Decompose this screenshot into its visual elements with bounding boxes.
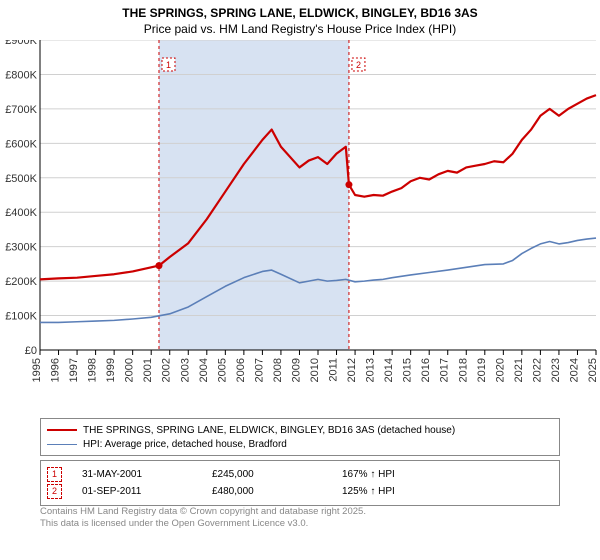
svg-text:2013: 2013 (365, 358, 377, 382)
chart-container: THE SPRINGS, SPRING LANE, ELDWICK, BINGL… (0, 0, 600, 560)
svg-text:2021: 2021 (513, 358, 525, 382)
svg-text:£100K: £100K (5, 311, 37, 323)
footer-line: This data is licensed under the Open Gov… (40, 518, 560, 530)
legend-swatch-icon (47, 444, 77, 445)
svg-text:1999: 1999 (105, 358, 117, 382)
svg-text:1995: 1995 (31, 358, 43, 382)
legend-label: HPI: Average price, detached house, Brad… (83, 439, 287, 450)
svg-text:2007: 2007 (253, 358, 265, 382)
svg-text:2006: 2006 (235, 358, 247, 382)
chart-svg: £0 £100K £200K £300K £400K £500K £600K £700K £80… (0, 40, 600, 410)
svg-text:2023: 2023 (550, 358, 562, 382)
legend-item: HPI: Average price, detached house, Brad… (47, 437, 553, 451)
svg-text:£900K: £900K (5, 40, 37, 47)
svg-text:2000: 2000 (124, 358, 136, 382)
svg-text:2009: 2009 (290, 358, 302, 382)
legend-item: THE SPRINGS, SPRING LANE, ELDWICK, BINGL… (47, 423, 553, 437)
svg-text:£700K: £700K (5, 104, 37, 116)
transaction-price: £245,000 (212, 469, 342, 480)
legend-swatch-icon (47, 429, 77, 431)
transaction-date: 01-SEP-2011 (82, 486, 212, 497)
svg-text:2004: 2004 (198, 358, 210, 382)
transaction-pct: 167% ↑ HPI (342, 469, 472, 480)
svg-text:2019: 2019 (476, 358, 488, 382)
svg-text:2020: 2020 (494, 358, 506, 382)
transaction-index-icon: 1 (47, 467, 62, 482)
svg-text:2018: 2018 (457, 358, 469, 382)
svg-text:2011: 2011 (328, 358, 340, 382)
svg-text:£0: £0 (25, 345, 37, 357)
svg-text:£500K: £500K (5, 173, 37, 185)
svg-text:£600K: £600K (5, 138, 37, 150)
footer-line: Contains HM Land Registry data © Crown c… (40, 506, 560, 518)
svg-text:2015: 2015 (402, 358, 414, 382)
svg-text:2003: 2003 (179, 358, 191, 382)
svg-text:£800K: £800K (5, 69, 37, 81)
legend-box: THE SPRINGS, SPRING LANE, ELDWICK, BINGL… (40, 418, 560, 456)
svg-text:1997: 1997 (68, 358, 80, 382)
svg-text:£400K: £400K (5, 207, 37, 219)
transaction-pct: 125% ↑ HPI (342, 486, 472, 497)
svg-text:2008: 2008 (272, 358, 284, 382)
transaction-index-icon: 2 (47, 484, 62, 499)
chart-area: £0 £100K £200K £300K £400K £500K £600K £700K £80… (0, 40, 600, 410)
svg-text:2012: 2012 (346, 358, 358, 382)
transaction-date: 31-MAY-2001 (82, 469, 212, 480)
svg-text:£300K: £300K (5, 242, 37, 254)
svg-text:2022: 2022 (531, 358, 543, 382)
svg-text:1: 1 (166, 60, 171, 70)
svg-text:1998: 1998 (87, 358, 99, 382)
svg-text:2025: 2025 (587, 358, 599, 382)
svg-text:2024: 2024 (568, 358, 580, 382)
svg-text:2002: 2002 (161, 358, 173, 382)
transaction-price: £480,000 (212, 486, 342, 497)
svg-text:£200K: £200K (5, 276, 37, 288)
svg-text:2001: 2001 (142, 358, 154, 382)
transactions-panel: 1 31-MAY-2001 £245,000 167% ↑ HPI 2 01-S… (40, 460, 560, 506)
title-primary: THE SPRINGS, SPRING LANE, ELDWICK, BINGL… (0, 6, 600, 20)
legend-label: THE SPRINGS, SPRING LANE, ELDWICK, BINGL… (83, 425, 455, 436)
svg-text:2014: 2014 (383, 358, 395, 382)
transaction-row: 1 31-MAY-2001 £245,000 167% ↑ HPI (47, 466, 553, 483)
footer-attribution: Contains HM Land Registry data © Crown c… (40, 506, 560, 530)
svg-text:2017: 2017 (439, 358, 451, 382)
svg-text:2005: 2005 (216, 358, 228, 382)
svg-text:2016: 2016 (420, 358, 432, 382)
svg-text:2010: 2010 (309, 358, 321, 382)
title-secondary: Price paid vs. HM Land Registry's House … (0, 22, 600, 36)
transaction-row: 2 01-SEP-2011 £480,000 125% ↑ HPI (47, 483, 553, 500)
svg-text:2: 2 (356, 60, 361, 70)
title-block: THE SPRINGS, SPRING LANE, ELDWICK, BINGL… (0, 0, 600, 36)
svg-text:1996: 1996 (50, 358, 62, 382)
